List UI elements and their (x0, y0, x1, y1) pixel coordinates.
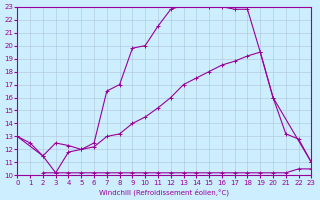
X-axis label: Windchill (Refroidissement éolien,°C): Windchill (Refroidissement éolien,°C) (100, 188, 229, 196)
